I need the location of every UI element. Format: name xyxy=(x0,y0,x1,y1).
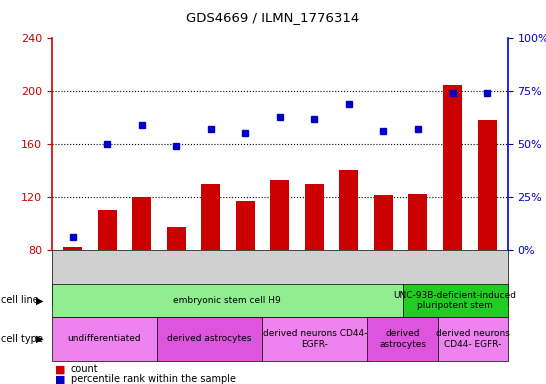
Text: undifferentiated: undifferentiated xyxy=(68,334,141,343)
Text: derived astrocytes: derived astrocytes xyxy=(168,334,252,343)
Text: derived neurons
CD44- EGFR-: derived neurons CD44- EGFR- xyxy=(436,329,509,349)
Bar xyxy=(201,184,220,250)
Text: ▶: ▶ xyxy=(36,295,44,306)
Bar xyxy=(270,180,289,250)
Text: ■: ■ xyxy=(55,374,65,384)
Text: percentile rank within the sample: percentile rank within the sample xyxy=(71,374,236,384)
Bar xyxy=(63,247,82,250)
Text: derived
astrocytes: derived astrocytes xyxy=(379,329,426,349)
Bar xyxy=(167,227,186,250)
Text: cell line: cell line xyxy=(1,295,39,306)
Bar xyxy=(132,197,151,250)
Bar xyxy=(340,170,358,250)
Bar xyxy=(98,210,117,250)
Bar xyxy=(236,201,255,250)
Text: count: count xyxy=(71,364,99,374)
Bar xyxy=(478,120,496,250)
Text: UNC-93B-deficient-induced
pluripotent stem: UNC-93B-deficient-induced pluripotent st… xyxy=(394,291,517,310)
Bar xyxy=(305,184,324,250)
Bar xyxy=(374,195,393,250)
Text: ▶: ▶ xyxy=(36,334,44,344)
Bar xyxy=(408,194,428,250)
Text: ■: ■ xyxy=(55,364,65,374)
Bar xyxy=(443,84,462,250)
Text: GDS4669 / ILMN_1776314: GDS4669 / ILMN_1776314 xyxy=(186,12,360,25)
Text: cell type: cell type xyxy=(1,334,43,344)
Text: derived neurons CD44-
EGFR-: derived neurons CD44- EGFR- xyxy=(263,329,367,349)
Text: embryonic stem cell H9: embryonic stem cell H9 xyxy=(173,296,281,305)
